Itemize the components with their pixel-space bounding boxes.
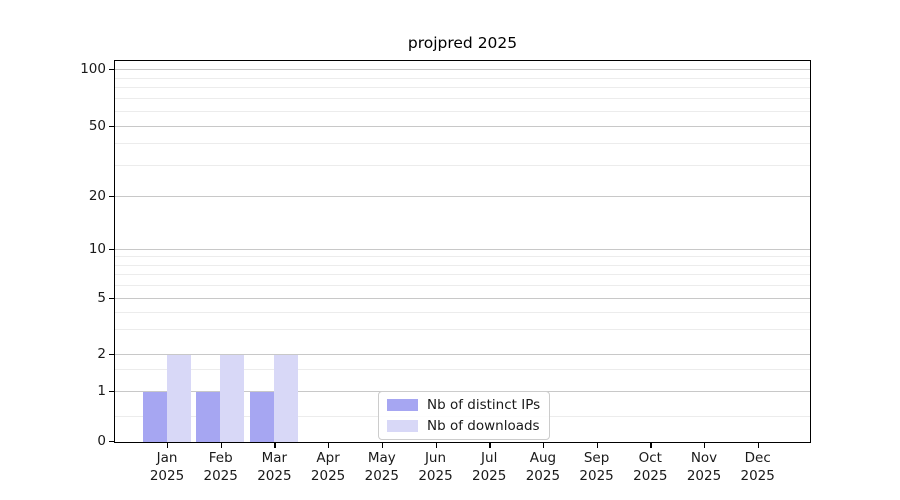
- y-gridline-minor: [115, 98, 810, 100]
- y-gridline-minor: [115, 264, 810, 266]
- y-gridline-major: [115, 249, 810, 250]
- x-tick: [274, 443, 276, 448]
- y-gridline-minor: [115, 165, 810, 167]
- y-gridline-minor: [115, 311, 810, 313]
- y-tick-label: 0: [97, 433, 106, 449]
- x-tick-label: Sep 2025: [579, 450, 614, 484]
- x-tick: [650, 443, 652, 448]
- y-tick-label: 50: [88, 118, 106, 134]
- y-tick-label: 10: [88, 241, 106, 257]
- y-gridline-minor: [115, 369, 810, 371]
- chart-title: projpred 2025: [407, 34, 518, 52]
- y-tick: [109, 441, 114, 443]
- x-tick: [435, 443, 437, 448]
- legend-swatch-distinct-ips: [387, 399, 418, 411]
- x-tick-label: Feb 2025: [203, 450, 238, 484]
- y-gridline-major: [115, 196, 810, 197]
- y-gridline-minor: [115, 256, 810, 258]
- x-tick: [757, 443, 760, 448]
- x-tick-label: Nov 2025: [686, 450, 722, 484]
- x-tick-label: May 2025: [364, 450, 399, 484]
- y-gridline-minor: [115, 285, 810, 287]
- y-tick: [109, 249, 114, 251]
- x-tick: [381, 443, 384, 448]
- y-gridline-minor: [115, 111, 810, 112]
- y-gridline-major: [115, 126, 810, 127]
- y-tick-label: 20: [88, 188, 106, 204]
- y-gridline-minor: [115, 143, 810, 145]
- y-tick: [109, 69, 114, 71]
- y-tick: [109, 126, 114, 128]
- y-gridline-major: [115, 298, 810, 299]
- y-gridline-major: [115, 354, 810, 355]
- x-tick-label: Aug 2025: [525, 450, 561, 484]
- y-tick: [109, 196, 114, 198]
- x-tick: [489, 443, 491, 448]
- x-tick-label: Jun 2025: [418, 450, 453, 484]
- bar-nb-of-downloads: [220, 355, 245, 442]
- x-tick-label: Jan 2025: [149, 450, 185, 484]
- x-tick: [328, 443, 330, 448]
- y-gridline-major: [115, 69, 810, 70]
- legend-entry: Nb of distinct IPs: [387, 397, 540, 413]
- y-tick: [109, 354, 114, 356]
- legend-label: Nb of distinct IPs: [427, 397, 541, 413]
- y-gridline-minor: [115, 87, 810, 89]
- legend: Nb of distinct IPs Nb of downloads: [378, 391, 551, 440]
- bar-nb-of-distinct-ips: [196, 392, 221, 442]
- x-tick-label: Jul 2025: [472, 450, 507, 484]
- legend-label: Nb of downloads: [427, 418, 540, 434]
- x-tick: [704, 443, 706, 448]
- y-tick-label: 5: [97, 290, 106, 306]
- y-tick: [109, 298, 114, 300]
- bar-nb-of-distinct-ips: [249, 392, 274, 442]
- legend-entry: Nb of downloads: [387, 418, 540, 434]
- bar-nb-of-downloads: [273, 355, 298, 442]
- y-tick: [109, 391, 114, 393]
- x-tick-label: Apr 2025: [310, 450, 346, 484]
- x-tick: [220, 443, 223, 448]
- y-tick-label: 1: [97, 383, 106, 399]
- y-gridline-minor: [115, 274, 810, 276]
- y-tick-label: 2: [97, 346, 106, 362]
- x-tick-label: Mar 2025: [257, 450, 292, 484]
- legend-swatch-downloads: [387, 420, 418, 432]
- y-gridline-minor: [115, 329, 810, 331]
- bar-nb-of-downloads: [166, 355, 191, 442]
- x-tick-label: Oct 2025: [633, 450, 668, 484]
- y-tick-label: 100: [80, 61, 106, 77]
- plot-area: [114, 60, 811, 443]
- x-tick: [596, 443, 598, 448]
- bar-nb-of-distinct-ips: [142, 392, 167, 442]
- x-tick: [167, 443, 169, 448]
- x-tick: [542, 443, 545, 448]
- y-gridline-minor: [115, 77, 810, 79]
- x-tick-label: Dec 2025: [740, 450, 775, 484]
